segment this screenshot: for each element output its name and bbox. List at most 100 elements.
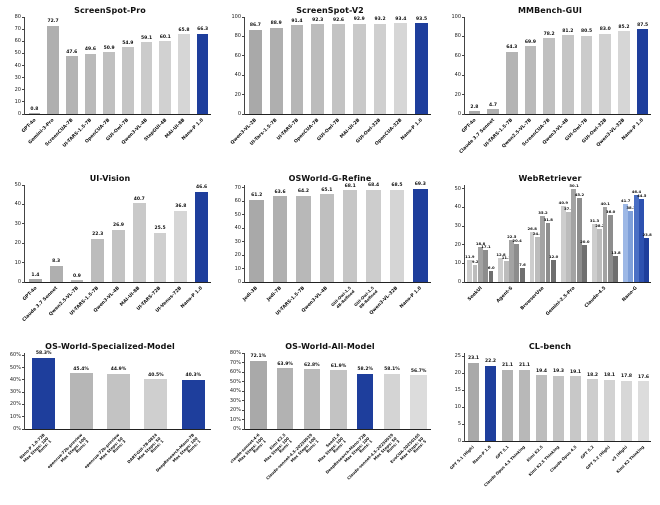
bar — [597, 229, 603, 282]
chart-panel-cl-bench: CL-bench 0 5 10 15 20 25 23.1 22.2 21.1 21.1 19.4 19… — [440, 336, 660, 504]
x-axis-label: claude-sonnet-4-6 Max Steps: 100 Runs: 1 — [228, 432, 267, 464]
bar-value-label: 45.4% — [73, 366, 89, 372]
bar-value-label: 66.3 — [197, 27, 209, 33]
y-axis-tick: 60% — [9, 352, 21, 359]
x-axis-label: Gemini-2.5-Pro — [545, 286, 577, 318]
bar — [488, 270, 494, 282]
chart-title: OS-World-All-Model — [285, 342, 375, 351]
bar — [153, 232, 167, 282]
bar-value-label: 72.1% — [250, 354, 267, 360]
bar-value-label: 68.1 — [344, 183, 356, 189]
bar-value-label: 92.3 — [312, 17, 324, 23]
bar — [389, 189, 405, 282]
x-axis-label: GPT 5.1 (High) — [449, 444, 476, 471]
x-axis-label: BrowserUse — [520, 286, 546, 312]
bar-value-label: 69.9 — [524, 39, 536, 45]
y-axis-tick-mark — [22, 77, 25, 79]
x-axis-label: Jedi-7B — [266, 286, 283, 303]
bar — [290, 25, 304, 114]
bar-value-label: 20.0 — [580, 238, 590, 244]
y-axis-tick-mark — [242, 94, 245, 96]
bar-value-label: 35.2 — [538, 210, 548, 216]
bar-value-label: 31.3 — [589, 217, 600, 223]
bar — [410, 375, 427, 429]
bar — [342, 190, 358, 282]
bar-value-label: 8.3 — [52, 259, 61, 265]
y-axis-tick-mark — [242, 254, 245, 256]
x-axis-label: Claude-4.5 — [584, 286, 608, 310]
y-axis-tick-mark — [242, 352, 245, 354]
bar-value-label: 87.5 — [637, 22, 649, 28]
bar — [181, 379, 205, 429]
bar-value-label: 9.2 — [471, 258, 479, 264]
plot-area: 0 20 40 60 80 100 86.7 88.9 91.4 92.3 92.6 92.9 93.2… — [231, 14, 431, 117]
bar — [159, 41, 172, 114]
x-axis-label: Agent-S — [496, 286, 515, 305]
bar-value-label: 2.8 — [470, 104, 479, 110]
bar-value-label: 40.5% — [148, 372, 164, 378]
y-axis-tick: 50 — [454, 185, 461, 192]
chart-title: MMBench-GUI — [517, 6, 583, 15]
bar — [468, 111, 481, 114]
y-axis-tick: 30% — [9, 389, 21, 396]
y-axis-tick-mark — [242, 371, 245, 373]
bar-value-label: 41.7 — [621, 198, 631, 204]
bar-value-label: 23.1 — [467, 356, 480, 362]
y-axis-tick-mark — [242, 390, 245, 392]
bar-value-label: 80.5 — [580, 29, 593, 35]
bar-value-label: 1.4 — [31, 272, 40, 278]
bar-value-label: 17.8 — [620, 374, 633, 380]
y-axis-tick: 20 — [234, 252, 241, 259]
bar — [69, 373, 93, 429]
bar — [352, 23, 366, 114]
bar — [613, 256, 619, 282]
plot-area: 0 10 20 30 40 50 60 70 61.2 63.6 64.2 65.1 68.1 68.4 6… — [235, 182, 431, 285]
bar-value-label: 36.0 — [605, 208, 616, 214]
bar-value-label: 61.2 — [251, 193, 263, 199]
y-axis-tick-mark — [242, 268, 245, 270]
bar-value-label: 22.5 — [507, 234, 517, 240]
y-axis-tick: 50 — [14, 182, 21, 188]
y-axis-tick: 60 — [234, 52, 241, 59]
y-axis-tick: 40% — [229, 388, 241, 394]
chart-title: CL-bench — [528, 342, 572, 351]
bar — [644, 237, 650, 282]
bar — [477, 246, 483, 282]
y-axis-tick: 20 — [454, 91, 461, 98]
plot-region: 0 10 20 30 40 50 60 70 61.2 63.6 64.2 65.1 68.1 68.4 6… — [235, 182, 431, 326]
y-axis-tick-mark — [462, 35, 465, 37]
bar-value-label: 92.9 — [353, 17, 365, 23]
bar — [65, 56, 78, 114]
bar — [487, 109, 499, 114]
bar-value-label: 93.2 — [374, 17, 386, 23]
y-axis-tick: 10 — [14, 98, 21, 105]
bar-value-label: 68.4 — [368, 183, 380, 189]
bar — [49, 265, 63, 282]
bar-value-label: 19.1 — [569, 369, 582, 375]
y-axis-tick: 40 — [454, 72, 461, 79]
bar — [276, 368, 294, 429]
bar-value-label: 26.8 — [527, 226, 537, 232]
bar — [468, 362, 479, 441]
y-axis-tick: 15 — [454, 387, 461, 394]
bar — [269, 27, 283, 114]
y-axis-tick: 100 — [451, 14, 461, 20]
chart-panel-screenspot-pro: ScreenSpot-Pro 0 10 20 30 40 50 60 70 80 0.8 72.7 47… — [0, 0, 220, 168]
y-axis-tick: 70% — [229, 359, 241, 366]
bar — [587, 379, 598, 441]
y-axis-tick: 20% — [9, 401, 21, 408]
y-axis-tick: 25 — [454, 353, 461, 360]
bar — [498, 258, 504, 282]
y-axis-tick: 40 — [14, 62, 21, 69]
bar — [332, 24, 345, 114]
bar-value-label: 60.1 — [159, 34, 171, 40]
y-axis-tick-mark — [22, 354, 25, 356]
y-axis-tick: 10% — [229, 416, 241, 423]
bar-value-label: 50.9 — [103, 45, 115, 51]
y-axis-tick-mark — [242, 200, 245, 202]
bar — [415, 23, 429, 114]
bar — [249, 199, 264, 282]
bar — [467, 259, 473, 282]
y-axis-tick-mark — [22, 52, 25, 54]
